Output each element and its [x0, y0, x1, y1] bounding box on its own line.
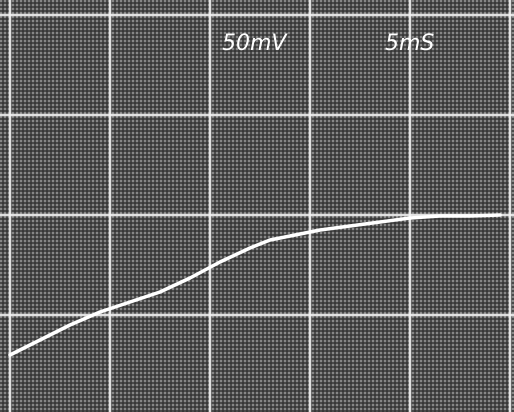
screen-background	[0, 0, 514, 412]
time-per-div: 5mS	[385, 31, 434, 56]
oscilloscope-screen: 50mV 5mS	[0, 0, 514, 412]
volts-per-div: 50mV	[222, 31, 288, 56]
